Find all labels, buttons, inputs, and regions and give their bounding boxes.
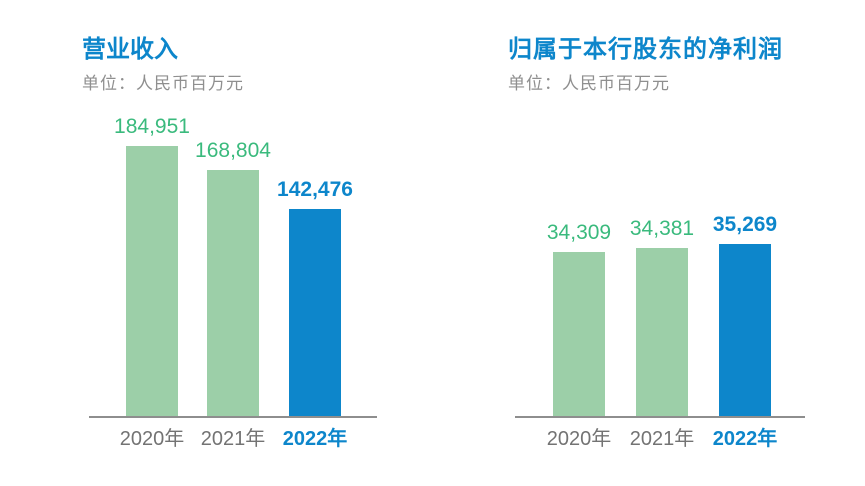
bar-value-label-2020: 184,951 [114, 115, 190, 138]
bar-2022 [719, 244, 771, 418]
x-axis-line [89, 416, 377, 418]
bar-value-label-2021: 168,804 [195, 139, 271, 162]
bar-2021 [636, 248, 688, 418]
chart-unit-label: 单位：人民币百万元 [82, 74, 244, 93]
chart-title: 归属于本行股东的净利润 [508, 36, 783, 63]
x-tick-2021: 2021年 [200, 428, 266, 450]
x-tick-2022: 2022年 [712, 428, 778, 450]
bar-value-label-2021: 34,381 [629, 217, 695, 240]
x-tick-2020: 2020年 [119, 428, 185, 450]
bar-value-label-2022: 35,269 [712, 213, 778, 236]
x-axis-line [515, 416, 805, 418]
bar-value-label-2020: 34,309 [546, 221, 612, 244]
bar-2020 [126, 146, 178, 418]
bar-2021 [207, 170, 259, 418]
bar-2020 [553, 252, 605, 418]
bar-value-label-2022: 142,476 [277, 178, 353, 201]
chart-title: 营业收入 [82, 36, 178, 63]
chart-unit-label: 单位：人民币百万元 [508, 74, 670, 93]
x-tick-2020: 2020年 [546, 428, 612, 450]
x-tick-2022: 2022年 [282, 428, 348, 450]
x-tick-2021: 2021年 [629, 428, 695, 450]
bar-2022 [289, 209, 341, 418]
